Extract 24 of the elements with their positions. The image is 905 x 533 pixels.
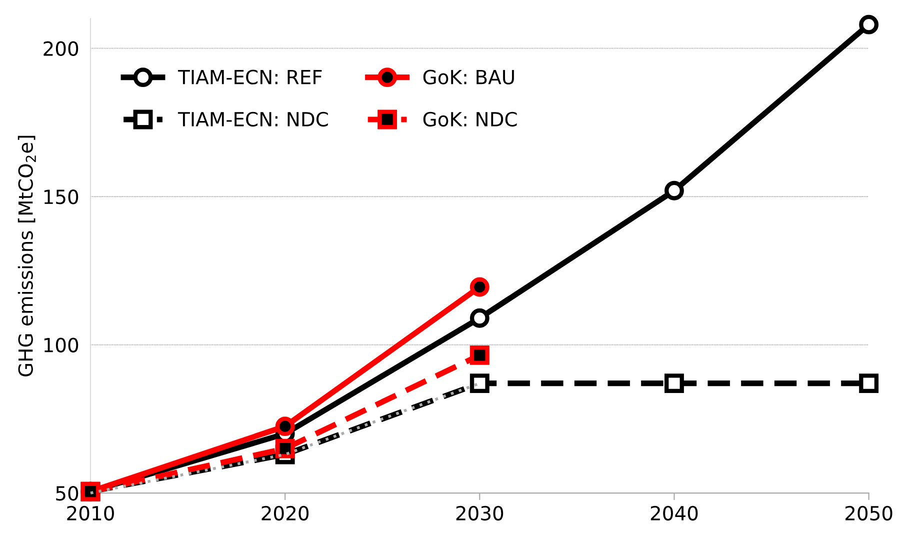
point <box>470 308 490 328</box>
point <box>859 14 879 34</box>
point <box>470 374 490 394</box>
legend-label: GoK: BAU <box>423 70 514 84</box>
x-tick-label: 2010 <box>67 506 114 521</box>
point <box>275 438 295 458</box>
legend-label: TIAM-ECN: REF <box>178 70 322 84</box>
y-tick-label: 100 <box>44 338 78 352</box>
legend-label: TIAM-ECN: NDC <box>178 112 328 127</box>
y-tick-label: 50 <box>56 486 78 501</box>
x-tick-label: 2040 <box>650 506 698 521</box>
x-tick-label: 2030 <box>456 506 504 521</box>
point <box>664 180 684 200</box>
point <box>470 277 490 297</box>
point <box>664 374 684 394</box>
y-tick-label: 150 <box>44 190 78 204</box>
x-tick-label: 2020 <box>262 506 309 521</box>
point <box>859 374 879 394</box>
point <box>275 416 295 436</box>
point <box>470 345 490 365</box>
y-tick-label: 200 <box>44 41 78 56</box>
legend-label: GoK: NDC <box>423 112 517 127</box>
y-axis-title: GHG emissions [MtCO$_{2}$e] <box>18 136 36 376</box>
x-tick-label: 2050 <box>845 506 892 521</box>
